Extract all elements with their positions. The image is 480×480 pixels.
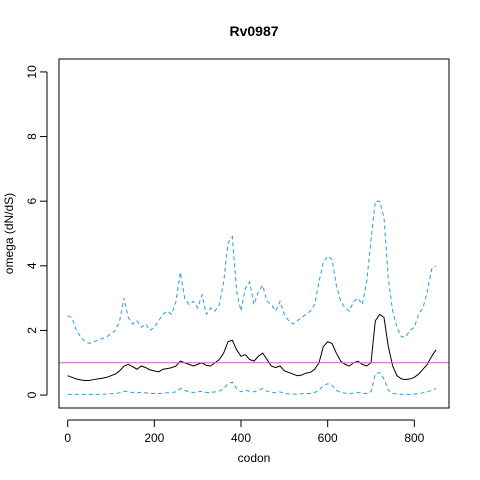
x-tick-label: 0 [64, 431, 71, 445]
y-tick-label: 8 [25, 133, 39, 140]
plot-area [58, 58, 450, 409]
y-tick-label: 6 [25, 198, 39, 205]
x-tick-label: 600 [318, 431, 338, 445]
x-axis: 0 200 400 600 800 [64, 419, 425, 445]
y-tick-label: 4 [25, 262, 39, 269]
series-line-3 [67, 371, 437, 395]
series-layer [67, 200, 437, 395]
series-line-2 [67, 200, 437, 344]
y-axis: 0 2 4 6 8 10 [25, 65, 48, 398]
y-axis-label: omega (dN/dS) [2, 193, 16, 274]
x-tick-label: 400 [231, 431, 251, 445]
chart-title: Rv0987 [229, 23, 278, 39]
series-line-1 [67, 313, 437, 382]
x-tick-label: 800 [404, 431, 424, 445]
y-tick-label: 2 [25, 327, 39, 334]
plot-frame [58, 58, 450, 409]
x-axis-label: codon [238, 451, 271, 465]
y-tick-label: 0 [25, 391, 39, 398]
x-tick-label: 200 [144, 431, 164, 445]
y-tick-label: 10 [25, 65, 39, 79]
